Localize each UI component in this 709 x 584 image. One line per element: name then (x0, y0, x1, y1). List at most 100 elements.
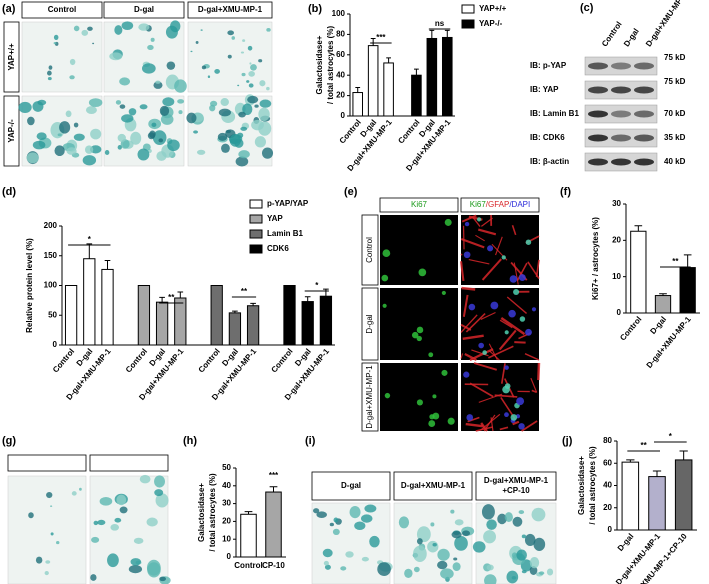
stained-cell (109, 52, 123, 61)
y-tick-label: 40 (336, 70, 345, 79)
gfap-fiber (506, 296, 527, 314)
panel-label: (d) (2, 186, 16, 198)
stained-cell (166, 61, 176, 70)
fluorescence-image (461, 363, 539, 431)
bar (228, 312, 242, 346)
error-bar (104, 260, 111, 270)
stained-cell (162, 97, 175, 107)
blot-band (634, 158, 654, 166)
error-bar (659, 293, 667, 296)
nucleus (501, 255, 506, 260)
stained-cell (497, 513, 507, 525)
stained-cell (99, 497, 113, 506)
stained-cell (437, 548, 450, 561)
stained-cell (152, 130, 167, 145)
gfap-fiber (512, 420, 520, 426)
bar (679, 267, 696, 314)
y-tick-label: 0 (53, 340, 58, 349)
error-bar (159, 296, 165, 303)
nucleus (525, 328, 532, 336)
stained-cell (150, 37, 155, 42)
stained-cell (454, 535, 468, 551)
bar (441, 36, 453, 117)
nucleus (466, 414, 474, 421)
bar (101, 268, 114, 346)
gfap-fiber (461, 286, 476, 291)
gfap-fiber (472, 217, 481, 227)
label-part: Ki67 (411, 200, 428, 209)
significance-label: ** (672, 257, 679, 266)
stained-cell (57, 133, 62, 137)
stained-cell (156, 151, 167, 161)
stained-cell (248, 83, 254, 88)
label-box (103, 1, 185, 19)
stained-cell (89, 145, 102, 154)
panel-label: (j) (562, 435, 573, 447)
stained-cell (404, 568, 413, 578)
nucleus (381, 274, 389, 282)
stained-cell (85, 106, 97, 115)
stained-cell (47, 70, 52, 76)
blot-band (634, 86, 654, 94)
gfap-fiber (494, 236, 503, 256)
stained-cell (48, 65, 53, 70)
stained-cell (37, 99, 47, 106)
label-part: /GFAP (486, 200, 510, 209)
y-tick-label: 0 (608, 525, 613, 534)
stained-cell (121, 114, 134, 123)
stained-cell (97, 519, 106, 526)
stained-cell (159, 576, 166, 582)
y-axis-label: Galactosidase+ (577, 456, 586, 515)
stained-cell (481, 504, 495, 520)
nucleus (482, 350, 487, 355)
blot-band (588, 86, 608, 94)
error-bar (429, 29, 435, 39)
stained-cell (153, 81, 163, 89)
error-bar (355, 86, 361, 93)
bar (426, 37, 438, 117)
nucleus (411, 331, 419, 339)
stained-cell (240, 51, 245, 54)
nucleus (490, 301, 499, 310)
nucleus (531, 307, 537, 312)
blot-band (611, 110, 631, 118)
bar (174, 297, 187, 346)
stained-cell (47, 77, 52, 81)
label-part: /DAPI (509, 200, 530, 209)
stained-cell (73, 122, 79, 128)
stained-cell (18, 101, 32, 113)
stained-cell (238, 150, 250, 159)
gfap-fiber (464, 353, 477, 362)
bar (648, 476, 666, 531)
error-bar (652, 470, 662, 477)
panel-label: (b) (308, 3, 322, 15)
y-axis-label: Relative protein level (%) (25, 238, 34, 333)
stained-cell (91, 536, 100, 543)
image-label: D-gal+XMU-MP-1 (401, 481, 466, 490)
stained-cell (69, 58, 76, 66)
stained-cell (235, 156, 249, 167)
legend-swatch (461, 4, 475, 14)
stained-cell (266, 27, 271, 32)
nucleus (518, 274, 526, 282)
column-label: Ki67 (411, 200, 428, 209)
stained-cell (45, 560, 51, 564)
bar (283, 285, 296, 346)
gfap-fiber (537, 362, 541, 381)
stained-cell (121, 21, 134, 31)
error-bar (683, 254, 692, 268)
blot-size-label: 70 kD (664, 109, 686, 118)
significance-label: ns (435, 19, 445, 28)
stained-cell (193, 130, 199, 134)
nucleus (504, 412, 509, 418)
stained-cell (79, 487, 82, 491)
stained-cell (432, 543, 437, 547)
significance-label: ** (641, 441, 648, 450)
nucleus (468, 303, 476, 311)
gfap-fiber (469, 382, 494, 398)
legend-label: CDK6 (267, 244, 289, 253)
gfap-fiber (521, 420, 538, 432)
bar (137, 285, 151, 346)
stained-cell (450, 509, 455, 514)
stained-cell (345, 551, 354, 558)
